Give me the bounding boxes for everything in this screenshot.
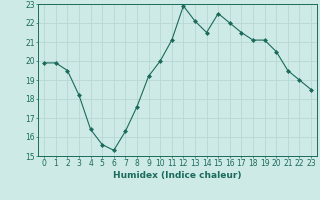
X-axis label: Humidex (Indice chaleur): Humidex (Indice chaleur): [113, 171, 242, 180]
